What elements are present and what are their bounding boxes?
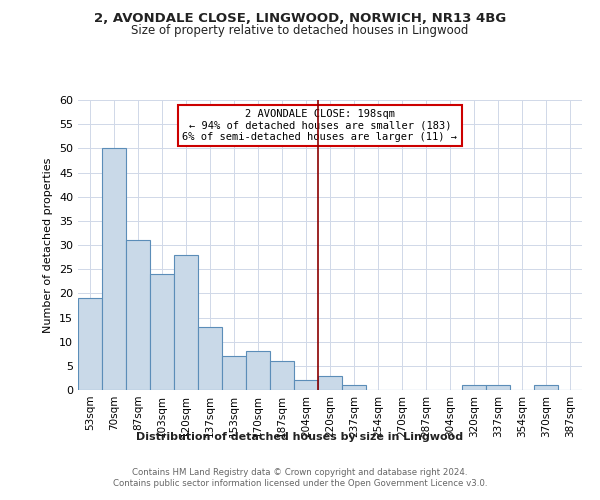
Bar: [246, 352, 270, 390]
Text: 2 AVONDALE CLOSE: 198sqm
← 94% of detached houses are smaller (183)
6% of semi-d: 2 AVONDALE CLOSE: 198sqm ← 94% of detach…: [182, 108, 457, 142]
Bar: [78, 298, 102, 390]
Text: Distribution of detached houses by size in Lingwood: Distribution of detached houses by size …: [136, 432, 464, 442]
Bar: [102, 148, 126, 390]
Bar: [126, 240, 150, 390]
Text: Size of property relative to detached houses in Lingwood: Size of property relative to detached ho…: [131, 24, 469, 37]
Bar: [294, 380, 318, 390]
Bar: [270, 361, 294, 390]
Y-axis label: Number of detached properties: Number of detached properties: [43, 158, 53, 332]
Bar: [486, 385, 510, 390]
Bar: [222, 356, 246, 390]
Bar: [318, 376, 342, 390]
Bar: [150, 274, 174, 390]
Bar: [198, 327, 222, 390]
Text: Contains HM Land Registry data © Crown copyright and database right 2024.
Contai: Contains HM Land Registry data © Crown c…: [113, 468, 487, 487]
Bar: [534, 385, 558, 390]
Bar: [174, 254, 198, 390]
Text: 2, AVONDALE CLOSE, LINGWOOD, NORWICH, NR13 4BG: 2, AVONDALE CLOSE, LINGWOOD, NORWICH, NR…: [94, 12, 506, 26]
Bar: [462, 385, 486, 390]
Bar: [342, 385, 366, 390]
